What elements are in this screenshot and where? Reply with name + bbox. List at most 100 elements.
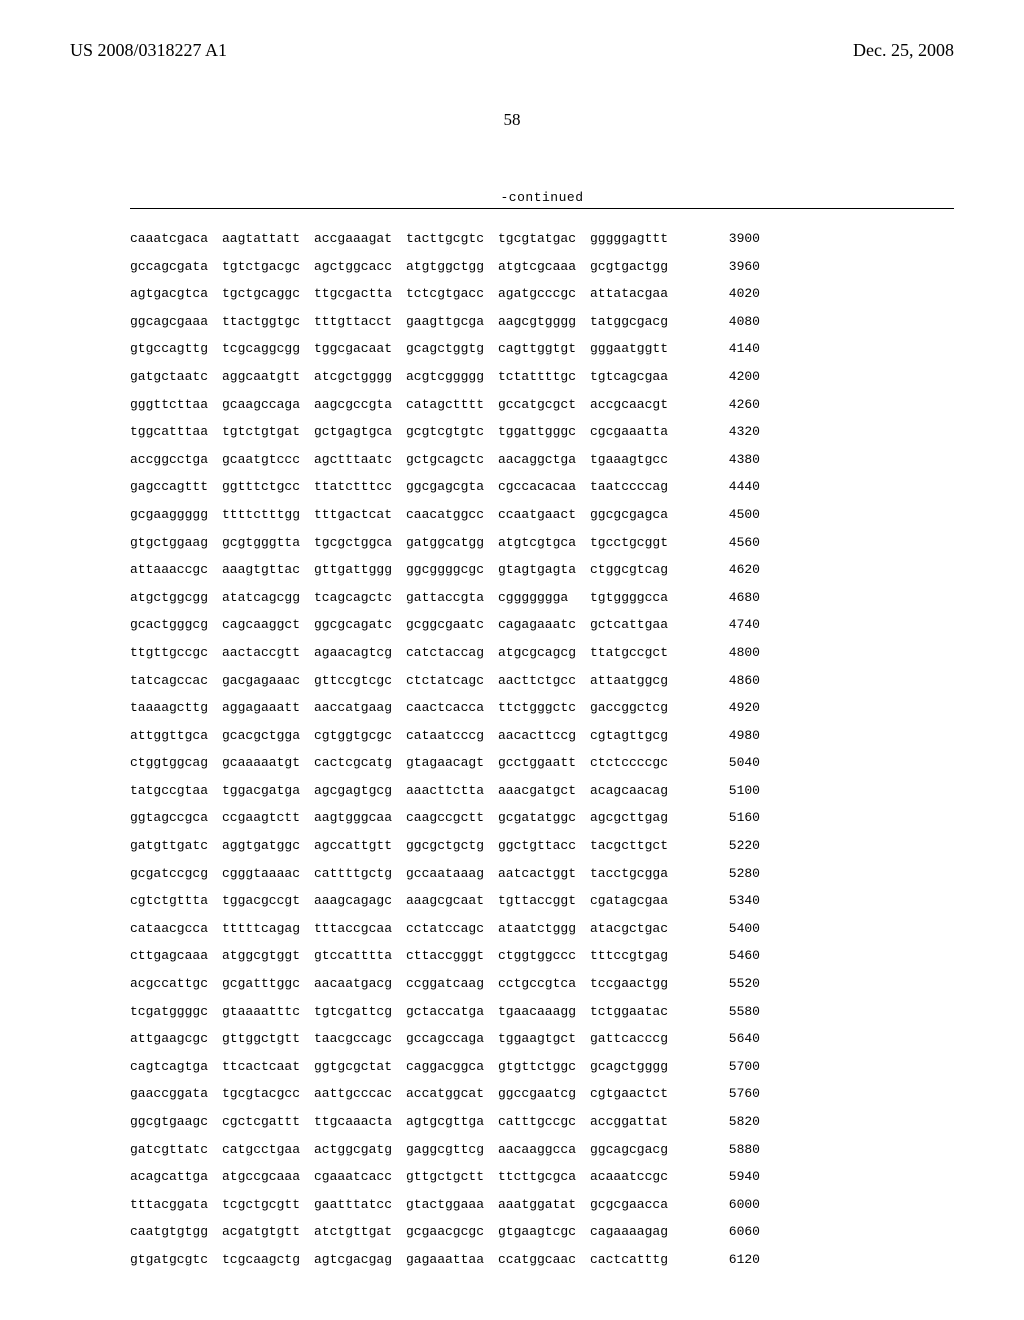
sequence-group: tgtcgattcg xyxy=(314,1005,406,1018)
sequence-group: tcgcaggcgg xyxy=(222,342,314,355)
sequence-group: tggacgccgt xyxy=(222,894,314,907)
sequence-group: ttttctttgg xyxy=(222,508,314,521)
sequence-position: 4440 xyxy=(700,480,760,493)
sequence-group: aatcactggt xyxy=(498,867,590,880)
sequence-group: cgatagcgaa xyxy=(590,894,682,907)
page: US 2008/0318227 A1 Dec. 25, 2008 58 -con… xyxy=(0,0,1024,1320)
sequence-group: ggtttctgcc xyxy=(222,480,314,493)
sequence-group: agtgcgttga xyxy=(406,1115,498,1128)
sequence-row: gcgatccgcgcgggtaaaaccattttgctggccaataaag… xyxy=(130,867,954,880)
sequence-row: caaatcgacaaagtattattaccgaaagattacttgcgtc… xyxy=(130,232,954,245)
sequence-group: aacttctgcc xyxy=(498,674,590,687)
sequence-group: gtgatgcgtc xyxy=(130,1253,222,1266)
publication-date: Dec. 25, 2008 xyxy=(853,40,954,61)
sequence-group: taacgccagc xyxy=(314,1032,406,1045)
sequence-group: tgcgtacgcc xyxy=(222,1087,314,1100)
sequence-group: gctgagtgca xyxy=(314,425,406,438)
sequence-group: cgtgaactct xyxy=(590,1087,682,1100)
sequence-row: attgaagcgcgttggctgtttaacgccagcgccagccaga… xyxy=(130,1032,954,1045)
sequence-group: ataatctggg xyxy=(498,922,590,935)
sequence-group: aagcgccgta xyxy=(314,398,406,411)
sequence-group: ctggcgtcag xyxy=(590,563,682,576)
sequence-group: cgggtaaaac xyxy=(222,867,314,880)
sequence-group: gctgcagctc xyxy=(406,453,498,466)
sequence-group: gtgttctggc xyxy=(498,1060,590,1073)
sequence-group: atgcgcagcg xyxy=(498,646,590,659)
sequence-group: catttgccgc xyxy=(498,1115,590,1128)
sequence-group: tcgcaagctg xyxy=(222,1253,314,1266)
sequence-group: attatacgaa xyxy=(590,287,682,300)
sequence-group: ttatgccgct xyxy=(590,646,682,659)
sequence-row: gcgaagggggttttctttggtttgactcatcaacatggcc… xyxy=(130,508,954,521)
sequence-group: cgccacacaa xyxy=(498,480,590,493)
sequence-position: 5100 xyxy=(700,784,760,797)
sequence-group: tttgactcat xyxy=(314,508,406,521)
sequence-position: 5040 xyxy=(700,756,760,769)
sequence-row: gatcgttatccatgcctgaaactggcgatggaggcgttcg… xyxy=(130,1143,954,1156)
sequence-group: attggttgca xyxy=(130,729,222,742)
sequence-group: tgaacaaagg xyxy=(498,1005,590,1018)
sequence-group: ttatctttcc xyxy=(314,480,406,493)
sequence-group: tacttgcgtc xyxy=(406,232,498,245)
sequence-group: tgtcagcgaa xyxy=(590,370,682,383)
continued-header: -continued xyxy=(130,190,954,209)
sequence-group: aaagtgttac xyxy=(222,563,314,576)
sequence-group: gagaaattaa xyxy=(406,1253,498,1266)
sequence-group: gcgcgaacca xyxy=(590,1198,682,1211)
sequence-group: tttgttacct xyxy=(314,315,406,328)
sequence-group: caaatcgaca xyxy=(130,232,222,245)
sequence-row: gagccagtttggtttctgccttatctttccggcgagcgta… xyxy=(130,480,954,493)
sequence-group: cgtagttgcg xyxy=(590,729,682,742)
sequence-group: gccaataaag xyxy=(406,867,498,880)
sequence-group: aacaggctga xyxy=(498,453,590,466)
sequence-position: 5640 xyxy=(700,1032,760,1045)
sequence-row: attggttgcagcacgctggacgtggtgcgccataatcccg… xyxy=(130,729,954,742)
sequence-group: tcgatggggc xyxy=(130,1005,222,1018)
sequence-group: ggcgtgaagc xyxy=(130,1115,222,1128)
sequence-group: aacaatgacg xyxy=(314,977,406,990)
sequence-group: gcgtgggtta xyxy=(222,536,314,549)
sequence-group: aaagcagagc xyxy=(314,894,406,907)
sequence-group: gttgattggg xyxy=(314,563,406,576)
sequence-row: cagtcagtgattcactcaatggtgcgctatcaggacggca… xyxy=(130,1060,954,1073)
sequence-row: acagcattgaatgccgcaaacgaaatcaccgttgctgctt… xyxy=(130,1170,954,1183)
sequence-row: tatcagccacgacgagaaacgttccgtcgcctctatcagc… xyxy=(130,674,954,687)
sequence-group: ccatggcaac xyxy=(498,1253,590,1266)
sequence-position: 5700 xyxy=(700,1060,760,1073)
sequence-group: cgaaatcacc xyxy=(314,1170,406,1183)
sequence-group: tctggaatac xyxy=(590,1005,682,1018)
sequence-row: gatgttgatcaggtgatggcagccattgttggcgctgctg… xyxy=(130,839,954,852)
sequence-group: gattaccgta xyxy=(406,591,498,604)
sequence-group: ctggtggcag xyxy=(130,756,222,769)
sequence-group: aggcaatgtt xyxy=(222,370,314,383)
sequence-row: gatgctaatcaggcaatgttatcgctggggacgtcggggg… xyxy=(130,370,954,383)
sequence-group: gtgaagtcgc xyxy=(498,1225,590,1238)
sequence-group: atgtcgtgca xyxy=(498,536,590,549)
sequence-group: cactcatttg xyxy=(590,1253,682,1266)
sequence-group: acgatgtgtt xyxy=(222,1225,314,1238)
sequence-group: tctcgtgacc xyxy=(406,287,498,300)
sequence-group: ggcgagcgta xyxy=(406,480,498,493)
sequence-position: 3900 xyxy=(700,232,760,245)
sequence-row: gaaccggatatgcgtacgccaattgcccacaccatggcat… xyxy=(130,1087,954,1100)
sequence-group: atatcagcgg xyxy=(222,591,314,604)
sequence-position: 4200 xyxy=(700,370,760,383)
sequence-position: 4020 xyxy=(700,287,760,300)
sequence-group: atggcgtggt xyxy=(222,949,314,962)
sequence-group: ggccgaatcg xyxy=(498,1087,590,1100)
sequence-group: cttaccgggt xyxy=(406,949,498,962)
sequence-group: ttactggtgc xyxy=(222,315,314,328)
sequence-position: 5880 xyxy=(700,1143,760,1156)
sequence-position: 6060 xyxy=(700,1225,760,1238)
sequence-group: tttttcagag xyxy=(222,922,314,935)
sequence-position: 4920 xyxy=(700,701,760,714)
sequence-group: cctgccgtca xyxy=(498,977,590,990)
sequence-row: gtgctggaaggcgtgggttatgcgctggcagatggcatgg… xyxy=(130,536,954,549)
sequence-position: 5820 xyxy=(700,1115,760,1128)
sequence-group: gcggcgaatc xyxy=(406,618,498,631)
sequence-group: ccggatcaag xyxy=(406,977,498,990)
sequence-group: gccagcgata xyxy=(130,260,222,273)
sequence-group: ggcgcagatc xyxy=(314,618,406,631)
sequence-group: ggcagcgacg xyxy=(590,1143,682,1156)
sequence-position: 4140 xyxy=(700,342,760,355)
